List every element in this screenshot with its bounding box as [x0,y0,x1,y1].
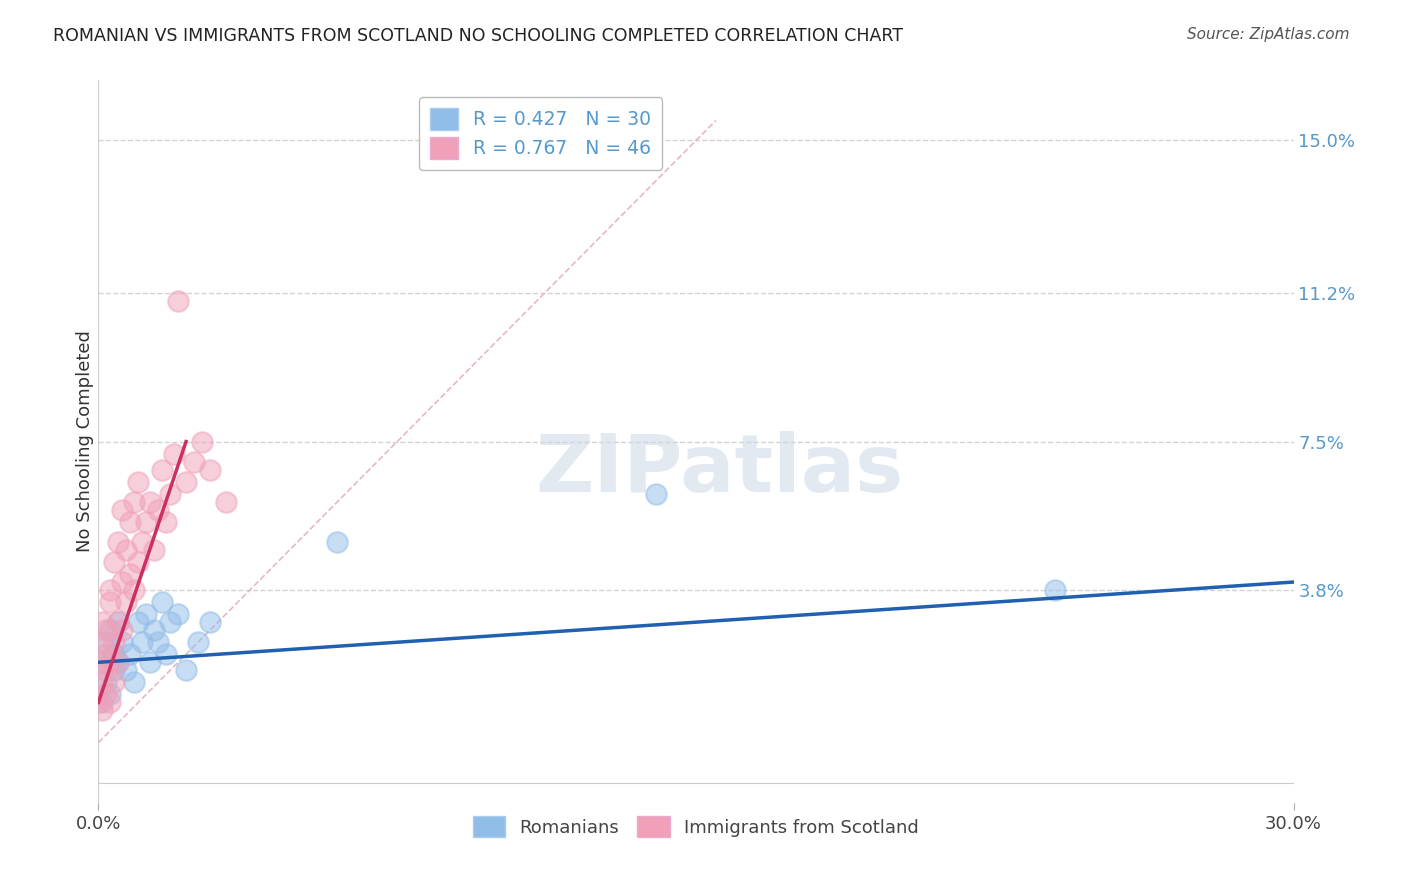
Point [107,655,129,669]
Point [103,648,125,662]
Point [96,675,118,690]
Point [91,696,114,710]
Point [98,595,122,609]
Point [98,623,122,637]
Point [167,293,190,308]
Point [91,675,114,690]
Point [215,494,238,508]
Point [107,615,129,630]
Point [107,534,129,549]
Point [98,655,122,669]
Legend: Romanians, Immigrants from Scotland: Romanians, Immigrants from Scotland [465,809,927,845]
Point [135,515,157,529]
Point [115,595,138,609]
Point [103,664,125,678]
Point [143,623,166,637]
Point [98,687,122,701]
Point [159,487,181,501]
Point [115,664,138,678]
Point [135,607,157,622]
Y-axis label: No Schooling Completed: No Schooling Completed [76,331,94,552]
Point [191,434,214,449]
Point [96,635,118,649]
Point [645,487,668,501]
Point [127,475,149,489]
Point [159,615,181,630]
Point [155,515,177,529]
Point [139,494,162,508]
Point [111,503,134,517]
Point [91,703,114,717]
Point [174,475,197,489]
Point [198,615,221,630]
Point [143,542,166,557]
Point [131,635,153,649]
Point [96,648,118,662]
Point [187,635,209,649]
Text: ROMANIAN VS IMMIGRANTS FROM SCOTLAND NO SCHOOLING COMPLETED CORRELATION CHART: ROMANIAN VS IMMIGRANTS FROM SCOTLAND NO … [53,27,904,45]
Point [91,635,114,649]
Point [120,515,142,529]
Point [131,534,153,549]
Point [155,648,177,662]
Point [87,655,110,669]
Point [120,567,142,582]
Point [98,583,122,598]
Text: Source: ZipAtlas.com: Source: ZipAtlas.com [1187,27,1350,42]
Point [124,675,146,690]
Point [183,454,205,469]
Point [150,595,173,609]
Point [326,534,349,549]
Point [91,655,114,669]
Point [127,555,149,569]
Point [124,494,146,508]
Point [87,696,110,710]
Point [107,615,129,630]
Text: ZIPatlas: ZIPatlas [536,432,904,509]
Point [124,583,146,598]
Point [96,687,118,701]
Point [167,607,190,622]
Point [115,542,138,557]
Point [103,675,125,690]
Point [127,615,149,630]
Point [111,635,134,649]
Point [120,648,142,662]
Point [150,462,173,476]
Point [174,664,197,678]
Point [111,574,134,589]
Point [103,555,125,569]
Point [98,696,122,710]
Point [96,664,118,678]
Point [111,623,134,637]
Point [103,635,125,649]
Point [139,655,162,669]
Point [148,635,170,649]
Point [91,615,114,630]
Point [96,623,118,637]
Point [198,462,221,476]
Point [107,655,129,669]
Point [1043,583,1066,598]
Point [163,446,186,460]
Point [148,503,170,517]
